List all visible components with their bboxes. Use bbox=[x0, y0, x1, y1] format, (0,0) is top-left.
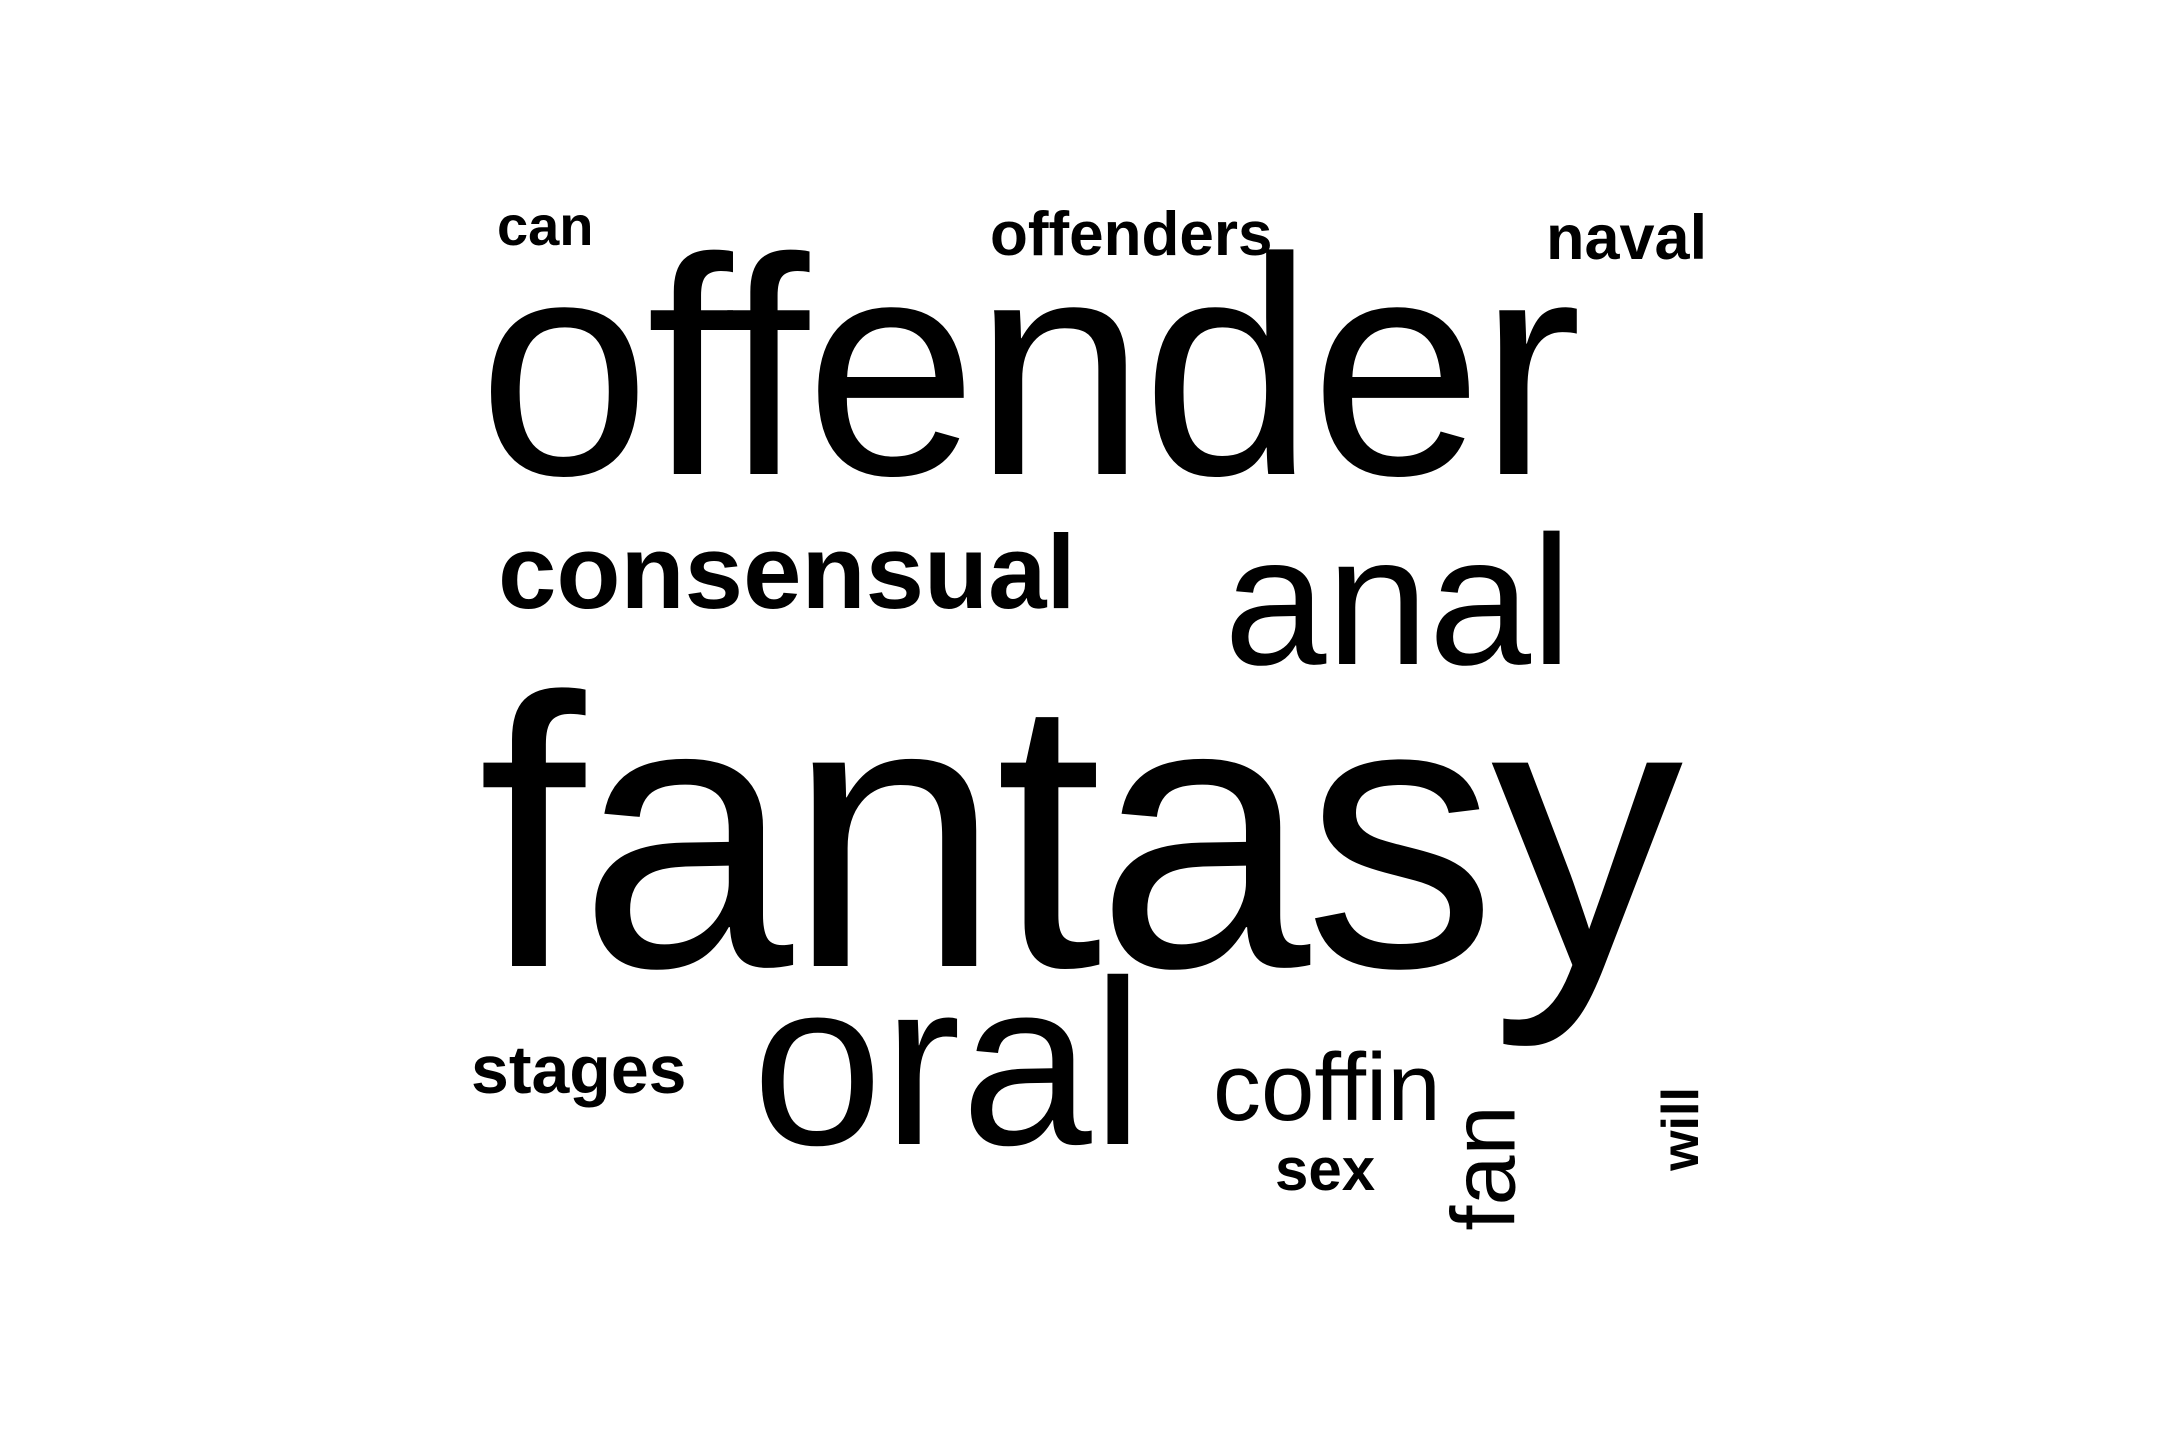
word-naval: naval bbox=[1546, 203, 1708, 273]
word-coffin: coffin bbox=[1213, 1034, 1441, 1141]
word-can: can bbox=[497, 194, 594, 257]
word-will: will bbox=[1651, 1087, 1710, 1171]
word-consensual: consensual bbox=[498, 514, 1076, 631]
word-sex: sex bbox=[1275, 1136, 1376, 1203]
word-anal: anal bbox=[1224, 497, 1572, 703]
word-offender: offender bbox=[478, 193, 1582, 540]
word-oral: oral bbox=[752, 931, 1144, 1194]
word-fan: fan bbox=[1434, 1105, 1535, 1231]
word-fantasy: fantasy bbox=[478, 617, 1683, 1048]
word-offenders: offenders bbox=[990, 200, 1273, 269]
word-stages: stages bbox=[471, 1032, 687, 1108]
